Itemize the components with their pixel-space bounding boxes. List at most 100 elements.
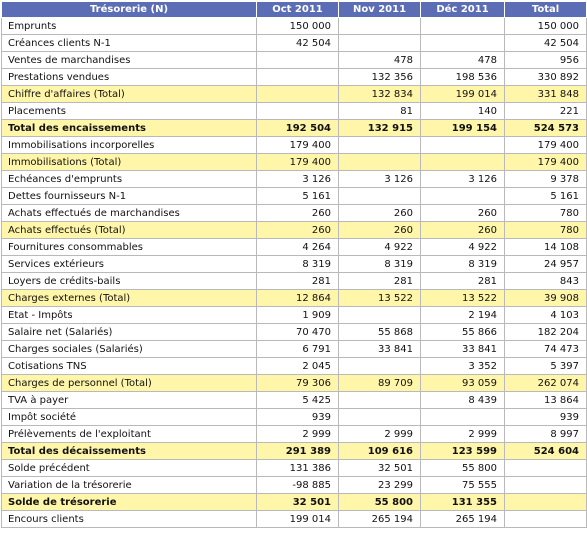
cell-total: 14 108	[504, 238, 587, 256]
cell-total: 13 864	[504, 391, 587, 409]
cell-total: 939	[504, 408, 587, 426]
table-row: Immobilisations (Total) 179 400 179 400	[1, 153, 587, 171]
cell-nov	[338, 34, 421, 52]
cell-oct: 260	[256, 221, 339, 239]
cell-total: 42 504	[504, 34, 587, 52]
row-label: Salaire net (Salariés)	[1, 323, 257, 341]
row-label: Impôt société	[1, 408, 257, 426]
cell-dec: 2 999	[420, 425, 505, 443]
cell-total: 5 397	[504, 357, 587, 375]
row-label: Achats effectués (Total)	[1, 221, 257, 239]
table-row: Charges externes (Total) 12 864 13 522 13 5…	[1, 289, 587, 307]
cell-nov: 265 194	[338, 510, 421, 528]
cell-oct: 131 386	[256, 459, 339, 477]
row-label: Chiffre d'affaires (Total)	[1, 85, 257, 103]
cell-total: 179 400	[504, 136, 587, 154]
row-label: Solde précédent	[1, 459, 257, 477]
row-label: Total des encaissements	[1, 119, 257, 137]
cell-oct	[256, 68, 339, 86]
cell-nov	[338, 408, 421, 426]
cell-dec: 4 922	[420, 238, 505, 256]
cell-total: 9 378	[504, 170, 587, 188]
cell-oct: 32 501	[256, 493, 339, 511]
cell-oct: -98 885	[256, 476, 339, 494]
cell-nov: 478	[338, 51, 421, 69]
row-label: Achats effectués de marchandises	[1, 204, 257, 222]
cell-oct: 1 909	[256, 306, 339, 324]
cell-dec: 3 352	[420, 357, 505, 375]
cell-oct: 2 999	[256, 425, 339, 443]
cell-nov	[338, 153, 421, 171]
table-body: Emprunts 150 000 150 000 Créances clients N…	[1, 17, 587, 528]
cell-nov	[338, 357, 421, 375]
cell-dec	[420, 187, 505, 205]
cell-nov	[338, 391, 421, 409]
cell-nov: 132 834	[338, 85, 421, 103]
table-row: Ventes de marchandises 478 478 956	[1, 51, 587, 69]
cell-dec: 123 599	[420, 442, 505, 460]
cell-total	[504, 459, 587, 477]
cell-dec: 93 059	[420, 374, 505, 392]
cell-dec: 131 355	[420, 493, 505, 511]
cell-total: 780	[504, 204, 587, 222]
row-label: Prélèvements de l'exploitant	[1, 425, 257, 443]
cell-oct: 8 319	[256, 255, 339, 273]
cell-oct: 179 400	[256, 136, 339, 154]
header-oct: Oct 2011	[256, 1, 339, 18]
cell-total: 221	[504, 102, 587, 120]
row-label: Etat - Impôts	[1, 306, 257, 324]
cell-dec	[420, 136, 505, 154]
cell-nov: 81	[338, 102, 421, 120]
row-label: Total des décaissements	[1, 442, 257, 460]
cell-total: 5 161	[504, 187, 587, 205]
cell-oct: 199 014	[256, 510, 339, 528]
table-row: Prélèvements de l'exploitant 2 999 2 999 2 …	[1, 425, 587, 443]
cell-oct: 939	[256, 408, 339, 426]
row-label: Immobilisations (Total)	[1, 153, 257, 171]
cell-total: 39 908	[504, 289, 587, 307]
table-row: Encours clients 199 014 265 194 265 194	[1, 510, 587, 528]
cell-total: 330 892	[504, 68, 587, 86]
cell-dec: 478	[420, 51, 505, 69]
header-row: Trésorerie (N) Oct 2011 Nov 2011 Déc 201…	[1, 1, 587, 18]
cell-oct: 70 470	[256, 323, 339, 341]
table-row: Achats effectués de marchandises 260 260 26…	[1, 204, 587, 222]
header-dec: Déc 2011	[420, 1, 505, 18]
cell-total: 524 604	[504, 442, 587, 460]
cell-nov: 132 356	[338, 68, 421, 86]
cell-oct: 5 425	[256, 391, 339, 409]
cell-total: 179 400	[504, 153, 587, 171]
cell-oct: 3 126	[256, 170, 339, 188]
row-label: Echéances d'emprunts	[1, 170, 257, 188]
cell-total: 956	[504, 51, 587, 69]
row-label: Charges externes (Total)	[1, 289, 257, 307]
table-row: Solde précédent 131 386 32 501 55 800	[1, 459, 587, 477]
table-row: Dettes fournisseurs N-1 5 161 5 161	[1, 187, 587, 205]
cell-oct: 42 504	[256, 34, 339, 52]
row-label: Placements	[1, 102, 257, 120]
cell-total: 843	[504, 272, 587, 290]
cell-dec: 55 866	[420, 323, 505, 341]
cell-dec: 2 194	[420, 306, 505, 324]
table-row: Placements 81 140 221	[1, 102, 587, 120]
cell-nov: 109 616	[338, 442, 421, 460]
cell-dec: 281	[420, 272, 505, 290]
table-row: Cotisations TNS 2 045 3 352 5 397	[1, 357, 587, 375]
cell-total: 262 074	[504, 374, 587, 392]
cell-dec: 75 555	[420, 476, 505, 494]
cell-oct: 150 000	[256, 17, 339, 35]
cell-oct: 2 045	[256, 357, 339, 375]
cell-total: 24 957	[504, 255, 587, 273]
cell-dec: 260	[420, 204, 505, 222]
table-row: Solde de trésorerie 32 501 55 800 131 355	[1, 493, 587, 511]
cell-dec	[420, 408, 505, 426]
cell-oct	[256, 102, 339, 120]
cell-nov: 8 319	[338, 255, 421, 273]
cell-oct: 192 504	[256, 119, 339, 137]
row-label: Prestations vendues	[1, 68, 257, 86]
table-row: Total des décaissements 291 389 109 616 123…	[1, 442, 587, 460]
cell-total: 8 997	[504, 425, 587, 443]
cell-total: 150 000	[504, 17, 587, 35]
cell-oct	[256, 51, 339, 69]
table-row: Achats effectués (Total) 260 260 260 780	[1, 221, 587, 239]
